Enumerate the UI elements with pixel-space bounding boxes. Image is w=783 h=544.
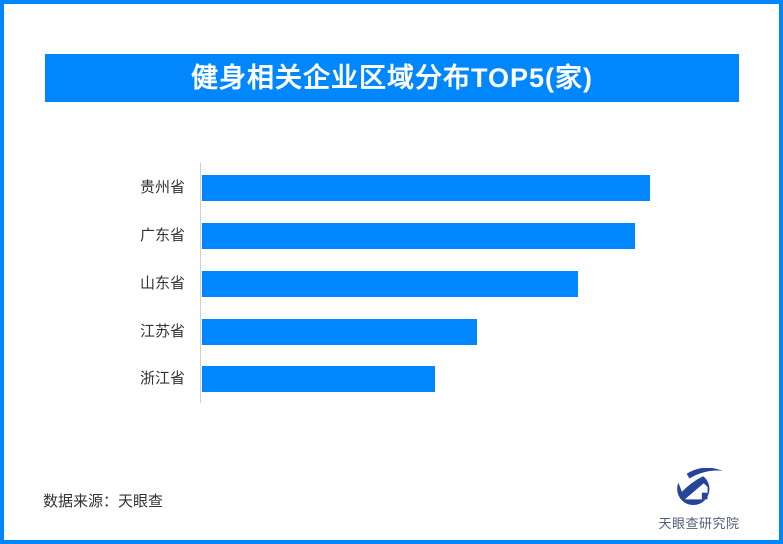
bar-label: 贵州省: [139, 179, 185, 196]
bar: [202, 223, 635, 249]
bar-row: 江苏省: [4, 319, 779, 345]
bar-label: 广东省: [139, 227, 185, 244]
bar: [202, 366, 435, 392]
data-source-note: 数据来源：天眼查: [43, 493, 164, 510]
bar: [202, 319, 477, 345]
tianyancha-eye-logo-icon: [675, 467, 723, 506]
bar-label: 浙江省: [139, 370, 185, 387]
bar: [202, 175, 650, 201]
bar: [202, 271, 578, 297]
bar-row: 贵州省: [4, 175, 779, 201]
bar-label: 江苏省: [139, 323, 185, 340]
chart-title-banner: 健身相关企业区域分布TOP5(家): [45, 54, 739, 102]
y-axis-line: [200, 163, 201, 403]
bar-chart: 贵州省 广东省 山东省 江苏省 浙江省: [4, 4, 779, 540]
bar-label: 山东省: [139, 275, 185, 292]
tianyancha-logo-block: 天眼查研究院: [656, 467, 742, 532]
tianyancha-logo-text: 天眼查研究院: [658, 516, 740, 531]
bar-row: 广东省: [4, 223, 779, 249]
bar-row: 山东省: [4, 271, 779, 297]
bar-row: 浙江省: [4, 366, 779, 392]
